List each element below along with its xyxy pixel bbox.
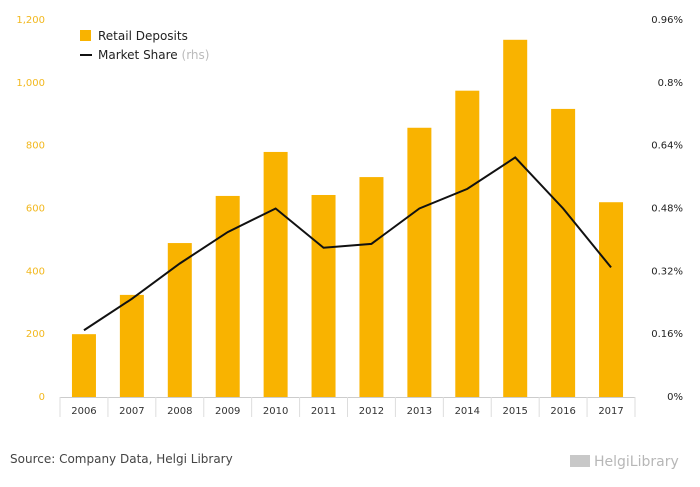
right-tick-label: 0.96% [651,15,683,26]
legend: Retail Deposits Market Share (rhs) [80,29,209,62]
bar-2006 [72,334,96,397]
right-tick-label: 0.32% [651,266,683,277]
x-tick-label: 2012 [359,406,384,417]
bar-2012 [359,177,383,397]
helgi-library-logo: HelgiLibrary [570,454,679,470]
bar-2013 [407,128,431,397]
right-tick-label: 0.64% [651,141,683,152]
left-tick-label: 800 [26,141,45,152]
left-axis: 0 200 400 600 800 1,000 1,200 [16,15,45,403]
x-tick-label: 2016 [550,406,575,417]
x-tick-label: 2006 [71,406,96,417]
bar-2010 [264,152,288,397]
left-tick-label: 200 [26,329,45,340]
right-axis: 0% 0.16% 0.32% 0.48% 0.64% 0.8% 0.96% [651,15,683,403]
bar-2015 [503,40,527,397]
legend-swatch-retail-deposits [80,30,91,41]
right-tick-label: 0.48% [651,204,683,215]
bar-series [72,40,623,397]
left-tick-label: 1,000 [16,78,45,89]
source-note: Source: Company Data, Helgi Library [10,452,233,466]
x-axis: 2006 2007 2008 2009 2010 2011 2012 2013 2014 2015… [60,397,635,417]
x-tick-label: 2010 [263,406,288,417]
left-tick-label: 1,200 [16,15,45,26]
bar-2007 [120,295,144,397]
x-tick-label: 2007 [119,406,144,417]
bar-2008 [168,243,192,397]
x-tick-label: 2009 [215,406,240,417]
bar-2016 [551,109,575,397]
left-tick-label: 0 [39,392,45,403]
x-tick-label: 2011 [311,406,336,417]
bar-2017 [599,202,623,397]
legend-label-market-share: Market Share (rhs) [98,48,209,62]
right-tick-label: 0.16% [651,329,683,340]
x-tick-label: 2008 [167,406,192,417]
bar-2009 [216,196,240,397]
x-tick-label: 2015 [502,406,527,417]
bar-2011 [312,195,336,397]
line-series [84,157,611,330]
bar-2014 [455,91,479,397]
right-tick-label: 0.8% [658,78,683,89]
left-tick-label: 600 [26,204,45,215]
left-tick-label: 400 [26,266,45,277]
x-tick-label: 2014 [455,406,480,417]
x-tick-label: 2013 [407,406,432,417]
legend-label-rhs: (rhs) [182,48,210,62]
legend-label-retail-deposits: Retail Deposits [98,29,188,43]
library-icon [570,455,590,467]
right-tick-label: 0% [667,392,683,403]
brand-text: HelgiLibrary [594,454,679,470]
x-tick-label: 2017 [598,406,623,417]
market-share-line [84,157,611,330]
